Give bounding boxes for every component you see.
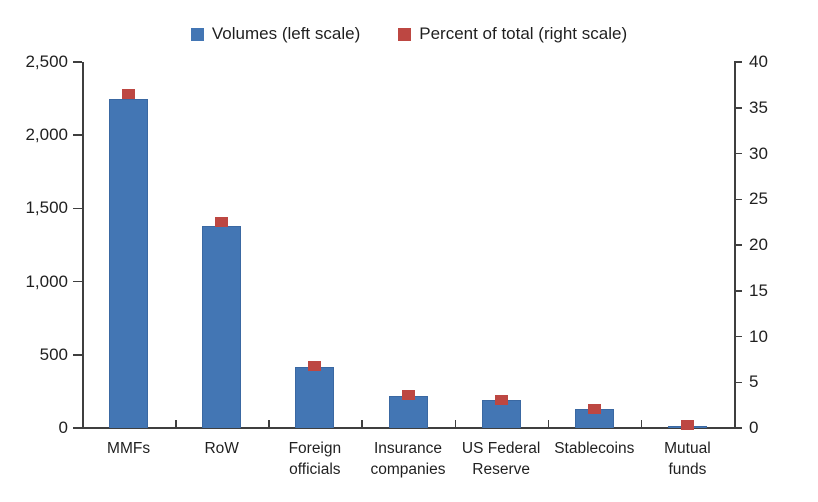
percent-marker-mutual-funds xyxy=(680,420,694,431)
left-axis-tick xyxy=(73,354,82,356)
left-axis-tick-label: 2,500 xyxy=(25,52,68,71)
right-axis-tick-label: 25 xyxy=(749,189,768,209)
left-axis-tick xyxy=(73,134,82,136)
legend-volumes-label: Volumes (left scale) xyxy=(211,24,361,43)
left-y-axis-line xyxy=(82,62,84,428)
right-axis-tick xyxy=(734,107,742,109)
category-label-stablecoins: Stablecoins xyxy=(554,440,635,457)
right-axis-tick-label: 20 xyxy=(749,235,768,254)
left-axis-tick-label: 1,500 xyxy=(25,198,68,218)
chart-legend: Volumes (left scale) Percent of total (r… xyxy=(0,24,818,44)
right-axis-tick-label: 30 xyxy=(749,143,768,163)
x-axis-tick xyxy=(547,420,550,427)
volumes-swatch-icon xyxy=(190,27,204,41)
percent-marker-foreign-officials xyxy=(308,360,322,371)
left-axis-tick xyxy=(73,207,82,210)
right-axis-tick-label: 10 xyxy=(749,326,768,346)
x-axis-tick xyxy=(175,420,177,427)
right-axis-tick-label: 15 xyxy=(749,280,768,300)
left-axis-tick-label: 2,000 xyxy=(25,125,68,145)
right-axis-tick xyxy=(734,335,742,338)
x-axis-tick xyxy=(454,420,457,427)
percent-marker-insurance-companies xyxy=(401,390,415,401)
percent-swatch-icon xyxy=(398,27,412,41)
right-axis-tick xyxy=(734,290,742,292)
legend-item-volumes: Volumes (left scale) xyxy=(190,24,361,44)
right-axis-tick xyxy=(734,61,742,63)
right-axis-tick-label: 35 xyxy=(749,97,768,117)
bar-us-federal-reserve xyxy=(481,400,521,428)
category-label-mmfs: MMFs xyxy=(107,440,151,457)
bar-insurance-companies xyxy=(388,395,428,428)
category-label-mutual: Mutual funds xyxy=(664,440,711,478)
left-axis-tick xyxy=(73,280,82,283)
right-axis-tick-label: 40 xyxy=(749,52,768,71)
x-axis-tick xyxy=(361,420,363,427)
legend-item-percent: Percent of total (right scale) xyxy=(398,24,627,44)
right-axis-tick-label: 0 xyxy=(749,418,759,437)
left-axis-tick-label: 1,000 xyxy=(25,271,68,291)
right-axis-tick xyxy=(734,244,742,246)
left-axis-tick xyxy=(73,61,82,63)
category-label-insurance: Insurance companies xyxy=(370,440,446,478)
percent-marker-mmfs xyxy=(122,89,136,100)
legend-percent-label: Percent of total (right scale) xyxy=(419,24,628,43)
x-axis-tick xyxy=(268,420,270,427)
right-axis-tick xyxy=(734,381,742,383)
bar-row xyxy=(202,225,242,428)
percent-marker-us-federal-reserve xyxy=(494,394,508,405)
x-axis-tick xyxy=(640,420,643,427)
right-axis-tick xyxy=(734,427,742,429)
category-label-row: RoW xyxy=(204,440,239,457)
right-axis-tick-label: 5 xyxy=(749,372,759,392)
right-axis-tick xyxy=(734,152,742,155)
x-axis-line xyxy=(82,427,736,429)
left-axis-tick xyxy=(73,427,82,429)
percent-marker-row xyxy=(215,217,229,228)
right-axis-tick xyxy=(734,198,742,200)
percent-marker-stablecoins xyxy=(587,403,601,414)
left-axis-tick-label: 500 xyxy=(39,344,68,364)
left-axis-tick-label: 0 xyxy=(58,418,68,437)
bar-foreign-officials xyxy=(295,367,335,428)
bar-mmfs xyxy=(109,98,149,428)
category-label-us federal: US Federal Reserve xyxy=(461,440,541,478)
category-label-foreign: Foreign officials xyxy=(288,440,342,478)
